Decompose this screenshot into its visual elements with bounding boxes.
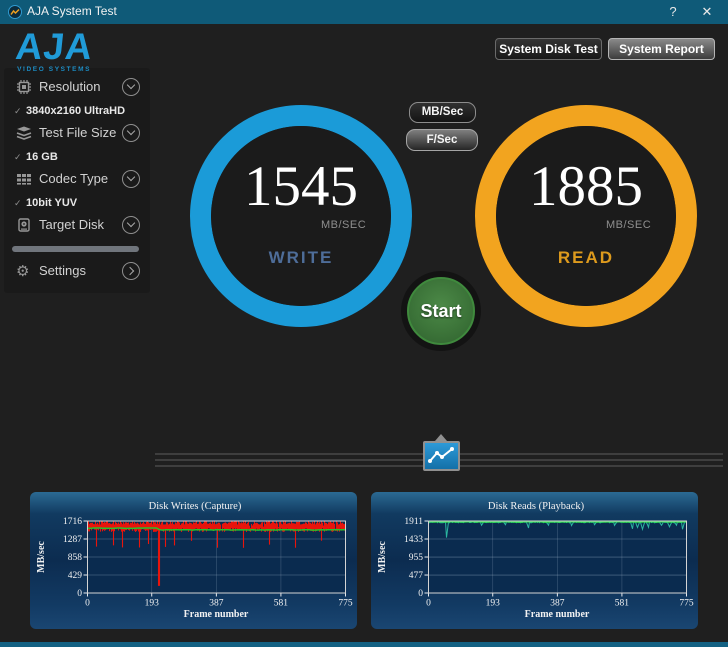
start-button[interactable]: Start: [401, 271, 481, 351]
start-button-label: Start: [420, 300, 462, 321]
read-gauge: 1885 MB/SEC READ: [475, 105, 697, 327]
check-icon: ✓: [14, 198, 22, 208]
aja-logo-subtext: VIDEO SYSTEMS: [17, 66, 92, 73]
write-value: 1545: [244, 155, 358, 218]
system-report-button[interactable]: System Report: [608, 38, 715, 60]
write-unit: MB/SEC: [321, 219, 367, 231]
codec-type-value: ✓ 10bit YUV: [14, 197, 78, 209]
svg-text:193: 193: [486, 599, 501, 609]
svg-text:1287: 1287: [63, 535, 82, 545]
x-axis-label: Frame number: [184, 609, 249, 620]
chevron-down-icon[interactable]: [122, 124, 140, 142]
disk-reads-chart: Disk Reads (Playback) MB/sec 0 477 955 1433…: [377, 501, 694, 620]
chart-title: Disk Writes (Capture): [149, 501, 242, 512]
x-axis-label: Frame number: [525, 609, 590, 620]
y-axis-label: MB/sec: [36, 541, 47, 573]
svg-text:858: 858: [68, 553, 83, 563]
window-bottom-border: [0, 642, 728, 647]
line-chart-icon: [428, 447, 454, 463]
chevron-down-icon[interactable]: [122, 216, 140, 234]
svg-text:775: 775: [338, 599, 353, 609]
check-icon: ✓: [14, 106, 22, 116]
disk-reads-chart-panel: Disk Reads (Playback) MB/sec 0 477 955 1433…: [371, 492, 698, 629]
close-button[interactable]: ✕: [701, 4, 713, 19]
chevron-down-icon[interactable]: [122, 170, 140, 188]
sidebar-item-test-file-size[interactable]: Test File Size: [0, 124, 150, 144]
svg-text:581: 581: [615, 599, 630, 609]
test-file-size-value: ✓ 16 GB: [14, 151, 58, 163]
disk-writes-chart-panel: Disk Writes (Capture) MB/sec 0 429 858 1287…: [30, 492, 357, 629]
hard-disk-icon: [16, 217, 32, 233]
read-value: 1885: [529, 155, 643, 218]
svg-text:387: 387: [209, 599, 224, 609]
window-title: AJA System Test: [27, 4, 117, 18]
grid-icon: [16, 171, 32, 187]
svg-text:0: 0: [77, 589, 82, 599]
start-button-face: Start: [407, 277, 475, 345]
svg-text:193: 193: [145, 599, 160, 609]
write-gauge: 1545 MB/SEC WRITE: [190, 105, 412, 327]
sidebar-item-label: Codec Type: [39, 171, 109, 186]
svg-text:955: 955: [409, 553, 424, 563]
read-unit: MB/SEC: [606, 219, 652, 231]
svg-text:1911: 1911: [404, 517, 423, 527]
sidebar-item-settings[interactable]: ⚙ Settings: [0, 262, 150, 282]
sidebar-item-label: Resolution: [39, 79, 101, 94]
chart-popup-arrow: [435, 434, 447, 441]
svg-text:0: 0: [426, 599, 431, 609]
chip-icon: [16, 79, 32, 95]
read-label: READ: [557, 248, 615, 267]
y-axis-label: MB/sec: [377, 541, 388, 573]
sidebar-item-label: Target Disk: [39, 217, 105, 232]
svg-text:1433: 1433: [404, 535, 423, 545]
resolution-value: ✓ 3840x2160 UltraHD: [14, 105, 126, 117]
sidebar-item-codec-type[interactable]: Codec Type: [0, 170, 150, 190]
mb-per-sec-button[interactable]: MB/Sec: [409, 102, 476, 123]
svg-text:0: 0: [85, 599, 90, 609]
gear-icon: ⚙: [16, 263, 30, 280]
svg-text:0: 0: [418, 589, 423, 599]
svg-text:387: 387: [550, 599, 565, 609]
layers-icon: [16, 125, 32, 141]
write-gauge-face: 1545 MB/SEC WRITE: [211, 126, 391, 306]
app-icon: [8, 5, 22, 19]
svg-text:477: 477: [409, 571, 424, 581]
disk-writes-chart: Disk Writes (Capture) MB/sec 0 429 858 1287…: [36, 501, 353, 620]
svg-text:1716: 1716: [63, 517, 82, 527]
app-icon-chart-glyph: [10, 8, 20, 15]
sidebar-scrollbar[interactable]: [12, 246, 139, 252]
sidebar-item-label: Settings: [39, 263, 86, 278]
aja-logo: AJA VIDEO SYSTEMS: [13, 26, 96, 73]
aja-logo-text: AJA: [13, 26, 96, 67]
chevron-down-icon[interactable]: [122, 78, 140, 96]
titlebar: AJA System Test ? ✕: [0, 0, 728, 24]
read-gauge-face: 1885 MB/SEC READ: [496, 126, 676, 306]
sidebar-item-target-disk[interactable]: Target Disk: [0, 216, 150, 236]
write-label: WRITE: [268, 248, 334, 267]
svg-text:581: 581: [274, 599, 289, 609]
frames-per-sec-button[interactable]: F/Sec: [406, 129, 478, 151]
chevron-right-icon[interactable]: [122, 262, 140, 280]
system-disk-test-button[interactable]: System Disk Test: [495, 38, 602, 60]
help-button[interactable]: ?: [669, 4, 677, 19]
sidebar-item-resolution[interactable]: Resolution: [0, 78, 150, 98]
sidebar-item-label: Test File Size: [39, 125, 117, 140]
chart-title: Disk Reads (Playback): [488, 501, 585, 512]
chart-popup-button[interactable]: [423, 441, 460, 471]
check-icon: ✓: [14, 152, 22, 162]
svg-text:775: 775: [679, 599, 694, 609]
svg-text:429: 429: [68, 571, 83, 581]
